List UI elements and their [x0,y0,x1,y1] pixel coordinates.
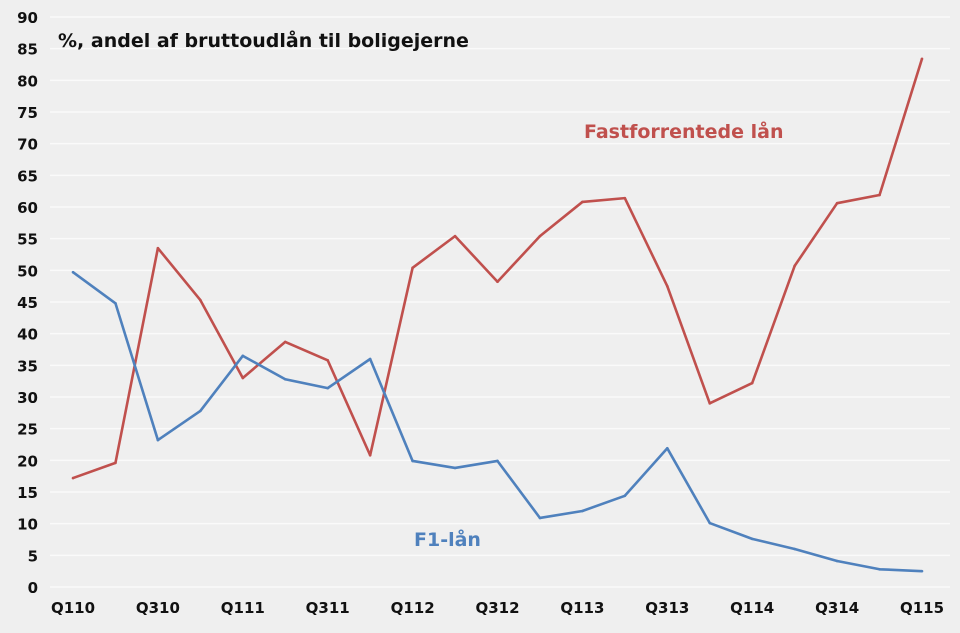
x-tick-label: Q111 [221,599,265,617]
data-point [283,377,287,381]
x-tick-label: Q311 [306,599,350,617]
data-point [411,266,414,270]
y-tick-label: 5 [28,547,38,565]
y-tick-label: 15 [17,484,38,502]
y-tick-label: 20 [17,452,38,470]
data-point [199,298,202,302]
data-point [878,567,881,571]
y-tick-label: 25 [17,421,38,439]
y-tick-label: 60 [17,199,38,217]
series-line-fastforrentede [72,58,924,480]
data-point [920,569,924,573]
data-point [750,381,754,385]
x-axis-ticks: Q110 Q310 Q111 Q311 Q112 Q312 Q113 Q313 Q114 Q314… [51,599,944,617]
data-point [666,447,669,450]
data-point [368,453,372,457]
x-tick-label: Q313 [645,599,689,617]
data-point [71,476,75,480]
y-tick-label: 90 [17,9,38,27]
data-point [496,280,499,284]
data-point [835,201,839,205]
x-tick-label: Q115 [900,599,944,617]
data-point [283,340,287,344]
data-point [708,402,712,405]
data-point [411,459,414,463]
x-tick-label: Q113 [560,599,604,617]
y-axis-ticks: 0 5 10 15 20 25 30 35 40 45 50 55 60 65 70 75 80 85 90 [17,9,38,597]
data-point [496,459,499,463]
data-point [750,537,754,541]
data-point [114,301,117,305]
y-tick-label: 10 [17,516,38,534]
data-point [581,200,584,204]
gridlines [50,16,950,588]
data-point [326,386,330,390]
x-tick-label: Q310 [136,599,180,617]
y-tick-label: 0 [28,579,38,597]
y-tick-label: 55 [17,231,38,249]
legend-f1: F1-lån [414,527,481,551]
legend-fastforrentede: Fastforrentede lån [584,119,783,143]
data-point [241,354,245,358]
data-point [368,357,372,361]
y-tick-label: 80 [17,72,38,90]
x-tick-label: Q114 [730,599,774,617]
data-point [623,494,627,498]
data-point [538,234,542,238]
y-tick-label: 30 [17,389,38,407]
data-point [114,461,117,465]
data-point [835,559,839,563]
data-point [453,466,457,470]
y-tick-label: 50 [17,262,38,280]
y-tick-label: 70 [17,136,38,154]
x-tick-label: Q112 [391,599,435,617]
y-tick-label: 65 [17,167,38,185]
y-tick-label: 45 [17,294,38,312]
chart-title: %, andel af bruttoudlån til boligejerne [58,28,469,52]
y-tick-label: 40 [17,326,38,344]
data-point [453,234,457,238]
data-point [156,246,160,250]
data-point [623,196,627,200]
data-point [793,264,796,268]
data-point [241,376,245,380]
data-point [326,358,330,362]
x-tick-label: Q110 [51,599,95,617]
data-point [878,193,881,197]
series-lines [71,57,924,573]
series-line-f1 [72,271,923,573]
data-point [708,521,712,525]
y-tick-label: 75 [17,104,38,122]
x-tick-label: Q312 [475,599,519,617]
data-point [920,57,924,61]
data-point [793,547,796,551]
data-point [71,270,75,274]
y-tick-label: 35 [17,357,38,375]
data-point [581,509,584,513]
data-point [666,284,669,288]
x-tick-label: Q314 [815,599,859,617]
data-point [199,409,202,413]
data-point [156,438,160,442]
y-tick-label: 85 [17,41,38,59]
data-point [538,516,542,520]
